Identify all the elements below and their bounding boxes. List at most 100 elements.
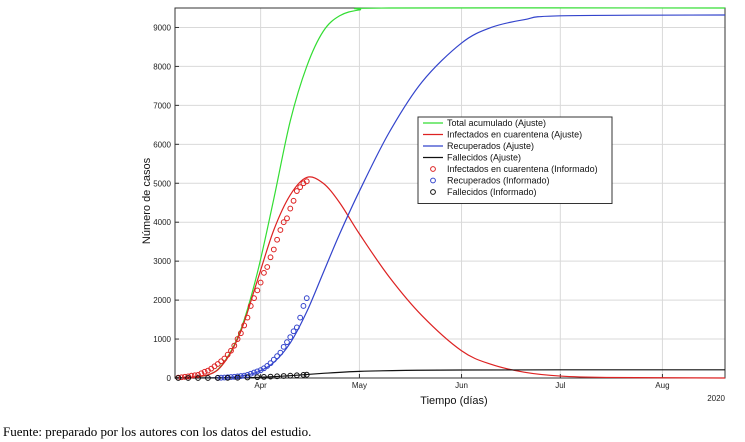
series-fallecidos-ajuste [174, 369, 726, 379]
data-point [244, 374, 251, 381]
legend-entry-recuperados-ajuste: Recuperados (Ajuste) [423, 141, 534, 151]
y-axis-label: Número de casos [141, 157, 153, 244]
data-point [267, 254, 274, 261]
legend-swatch-marker [430, 189, 436, 195]
legend-label: Infectados en cuarentena (Ajuste) [447, 130, 582, 140]
legend-entry-fallecidos-ajuste: Fallecidos (Ajuste) [423, 153, 521, 163]
data-point [237, 373, 244, 379]
series-infectados-en-cuarentena-ajuste [174, 176, 726, 379]
data-point [178, 374, 185, 381]
data-point [261, 269, 267, 276]
legend-label: Fallecidos (Ajuste) [447, 153, 521, 163]
data-point [297, 314, 304, 321]
data-point [228, 374, 234, 380]
data-point [274, 353, 280, 360]
data-point [303, 295, 310, 302]
data-point [234, 336, 241, 342]
x-tick-label-jun: Jun [455, 381, 468, 390]
data-point [244, 314, 251, 321]
data-point [181, 373, 188, 380]
y-tick-label: 5000 [153, 179, 171, 188]
data-point [300, 303, 307, 309]
data-point [254, 287, 261, 294]
series-infectados-en-cuarentena-informado [175, 178, 310, 381]
data-point [237, 330, 244, 337]
data-point [287, 372, 294, 379]
data-point [290, 328, 297, 335]
data-point [287, 205, 294, 212]
data-point [251, 369, 257, 376]
legend-label: Fallecidos (Informado) [447, 187, 537, 197]
series-fallecidos-informado [175, 371, 310, 381]
data-point [293, 372, 300, 379]
data-point [303, 371, 310, 378]
data-point [185, 375, 192, 381]
data-point [287, 334, 294, 341]
data-point [261, 374, 267, 380]
legend-entry-total-acumulado-ajuste: Total acumulado (Ajuste) [423, 118, 546, 128]
data-point [201, 368, 208, 375]
data-point [270, 356, 277, 363]
y-tick-label: 2000 [153, 296, 171, 305]
data-point [221, 355, 228, 362]
y-tick-label: 3000 [153, 257, 171, 266]
data-point [257, 279, 264, 286]
legend-label: Total acumulado (Ajuste) [447, 118, 546, 128]
data-point [221, 374, 228, 381]
data-point [284, 215, 290, 222]
legend-box [417, 116, 613, 204]
data-point [303, 178, 310, 185]
data-point [195, 371, 201, 378]
legend-entry-recuperados-informado: Recuperados (Informado) [430, 176, 550, 186]
legend-entry-infectados-en-cuarentena-informado: Infectados en cuarentena (Informado) [430, 164, 598, 174]
data-point [293, 324, 300, 331]
legend-swatch-marker [430, 166, 436, 172]
x-tick-label-apr: Apr [254, 381, 267, 390]
data-point [274, 236, 280, 243]
data-point [267, 373, 274, 380]
series-recuperados-informado [214, 295, 310, 381]
legend-entry-fallecidos-informado: Fallecidos (Informado) [430, 187, 537, 197]
legend-label: Infectados en cuarentena (Informado) [447, 164, 598, 174]
data-point [247, 370, 254, 377]
x-axis-label: Tiempo (días) [420, 395, 487, 407]
y-axis: 0 1000 2000 3000 4000 5000 6000 7000 8000 9000 [153, 23, 179, 383]
data-point [231, 373, 238, 380]
data-point [205, 375, 211, 381]
series-line-recuperados-ajuste [174, 14, 726, 379]
legend-label: Recuperados (Informado) [447, 176, 550, 186]
y-tick-label: 6000 [153, 140, 171, 149]
data-point [234, 374, 241, 381]
data-point [284, 339, 290, 346]
series-layer [174, 7, 726, 381]
data-point [228, 347, 234, 354]
legend-entry-infectados-en-cuarentena-ajuste: Infectados en cuarentena (Ajuste) [423, 130, 582, 140]
data-point [198, 370, 205, 377]
data-point [251, 295, 257, 302]
x-axis-year-label: 2020 [707, 394, 725, 403]
x-tick-label-jul: Jul [555, 381, 565, 390]
data-point [247, 303, 254, 309]
x-tick-label-aug: Aug [655, 381, 669, 390]
data-point [214, 375, 221, 381]
data-point [224, 351, 231, 358]
y-tick-label: 7000 [153, 101, 171, 110]
data-point [293, 188, 300, 194]
data-point [280, 373, 287, 379]
data-point [195, 375, 201, 381]
data-point [300, 371, 307, 378]
data-point [224, 374, 231, 381]
data-point [270, 246, 277, 253]
data-point [264, 264, 271, 270]
legend-label: Recuperados (Ajuste) [447, 141, 534, 151]
series-recuperados-ajuste [174, 14, 726, 379]
y-tick-label: 1000 [153, 335, 171, 344]
y-tick-label: 0 [167, 374, 172, 383]
data-point [280, 219, 287, 226]
data-point [277, 227, 284, 233]
data-point [274, 373, 280, 380]
legend: Total acumulado (Ajuste) Infectados en cu… [417, 116, 613, 204]
chart: 0 1000 2000 3000 4000 5000 6000 7000 8000 9000 Ap… [141, 7, 726, 407]
data-point [175, 375, 182, 381]
series-line-fallecidos-ajuste [174, 369, 726, 379]
